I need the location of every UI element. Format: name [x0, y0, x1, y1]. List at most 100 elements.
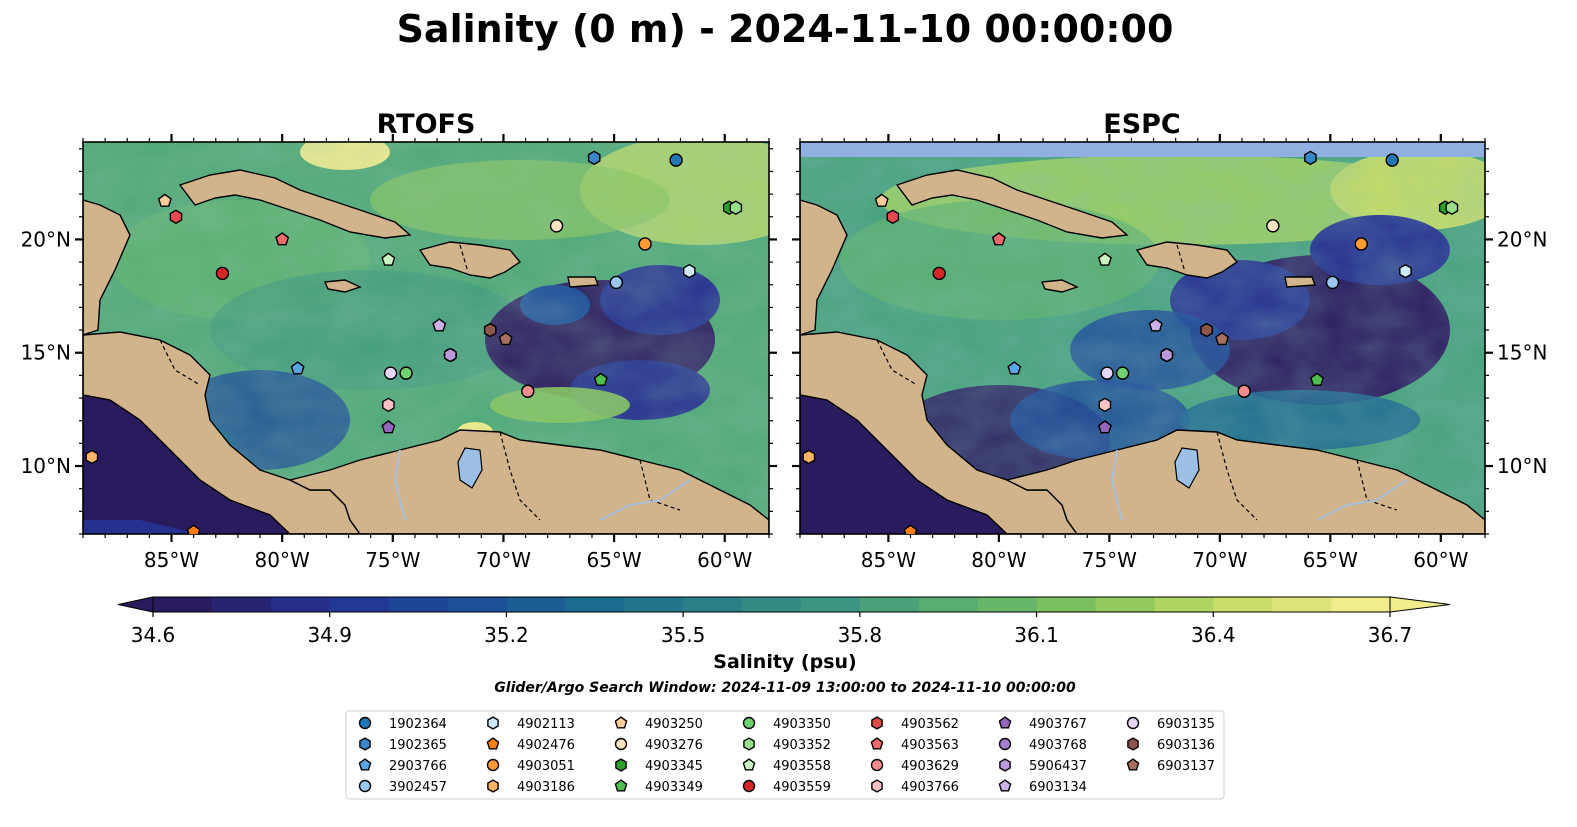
colorbar-block	[742, 597, 802, 612]
legend-item-1902365: 1902365	[359, 737, 447, 753]
legend-marker-hexagon-icon	[743, 737, 755, 751]
float-4903349-marker	[593, 372, 608, 386]
legend: 1902364 1902365 2903766 3902457 4902113 49024…	[358, 716, 1215, 795]
colorbar-tick-label: 35.2	[484, 623, 529, 647]
float-1902365-marker	[1304, 150, 1317, 166]
float-4903767-marker	[1097, 420, 1112, 434]
colorbar-block	[1036, 597, 1097, 612]
legend-label: 3902457	[389, 780, 447, 795]
float-6903136-marker	[483, 322, 497, 338]
legend-item-4903558: 4903558	[742, 758, 831, 774]
float-2903766-marker	[1007, 361, 1022, 375]
legend-item-4903767: 4903767	[998, 716, 1087, 732]
colorbar-block	[624, 597, 684, 612]
colorbar-block	[447, 597, 508, 612]
y-tick-label: 15°N	[21, 341, 71, 365]
colorbar-block	[977, 597, 1038, 612]
colorbar-block	[329, 597, 390, 612]
legend-item-6903136: 6903136	[1127, 737, 1215, 753]
legend-label: 4903563	[901, 738, 959, 753]
no-data-fill-rtofs	[83, 395, 290, 534]
legend-label: 5906437	[1029, 759, 1087, 774]
legend-item-6903134: 6903134	[998, 779, 1087, 795]
legend-item-4903766: 4903766	[871, 779, 959, 795]
colorbar-block	[1213, 597, 1273, 612]
float-4903051-marker	[1354, 237, 1368, 251]
legend-marker-circle-icon	[742, 779, 756, 793]
legend-marker-hexagon-icon	[487, 716, 499, 730]
axis-ticks-espc: 85°W 80°W 75°W 70°W 65°W 60°W 10°N 15°N 20°N	[792, 134, 1547, 572]
colorbar-block	[270, 597, 331, 612]
legend-label: 4903352	[773, 738, 831, 753]
legend-marker-pentagon-icon	[358, 758, 372, 771]
x-tick-label: 70°W	[476, 548, 531, 572]
float-4903276-marker	[1266, 219, 1280, 233]
panel-title-rtofs: RTOFS	[377, 109, 476, 140]
float-4903350-marker	[399, 366, 413, 380]
legend-marker-circle-icon	[614, 737, 628, 751]
float-4902113-marker	[683, 263, 696, 279]
float-markers-rtofs	[85, 150, 743, 534]
search-window-subtitle: Glider/Argo Search Window: 2024-11-09 13…	[494, 680, 1076, 696]
float-6903135-marker	[1100, 366, 1114, 380]
colorbar-ticks: 34.6 34.9 35.2 35.5 35.8 36.1 36.4 36.7	[131, 612, 1413, 647]
float-4903563-marker	[275, 232, 290, 246]
legend-label: 1902364	[389, 717, 447, 732]
float-4903563-marker	[991, 232, 1006, 246]
y-tick-label: 20°N	[1497, 227, 1547, 251]
colorbar-block	[1154, 597, 1214, 612]
legend-label: 1902365	[389, 738, 447, 753]
colorbar-tick-label: 36.7	[1368, 623, 1413, 647]
colorbar-block	[153, 597, 213, 612]
legend-marker-circle-icon	[998, 737, 1012, 751]
legend-label: 4903766	[901, 780, 959, 795]
colorbar-tick-label: 34.9	[307, 623, 352, 647]
colorbar-tick-label: 35.8	[838, 623, 883, 647]
legend-label: 4903768	[1029, 738, 1087, 753]
float-6903134-marker	[432, 318, 447, 332]
float-4903629-marker	[1237, 384, 1251, 398]
colorbar-tick-label: 36.1	[1014, 623, 1059, 647]
y-tick-label: 10°N	[21, 454, 71, 478]
colorbar-block	[683, 597, 743, 612]
colorbar-block	[506, 597, 566, 612]
legend-item-6903135: 6903135	[1126, 716, 1215, 732]
legend-item-3902457: 3902457	[358, 779, 447, 795]
colorbar-block	[1331, 597, 1391, 612]
float-6903135-marker	[383, 366, 398, 380]
float-4902476-marker	[186, 524, 201, 534]
legend-marker-circle-icon	[870, 758, 884, 772]
float-5906437-marker	[1160, 347, 1174, 363]
legend-label: 6903134	[1029, 780, 1087, 795]
lake-espc	[1174, 447, 1200, 489]
colorbar-block	[1095, 597, 1155, 612]
legend-marker-circle-icon	[742, 716, 756, 730]
legend-label: 4902113	[517, 717, 575, 732]
legend-marker-pentagon-icon	[742, 758, 756, 771]
colorbar-block	[211, 597, 272, 612]
legend-marker-hexagon-icon	[615, 758, 627, 772]
legend-item-4903563: 4903563	[870, 737, 959, 753]
legend-marker-pentagon-icon	[614, 779, 628, 792]
float-6903137-marker	[498, 331, 513, 346]
legend-label: 4903349	[645, 780, 703, 795]
legend-label: 6903136	[1157, 738, 1215, 753]
x-tick-label: 85°W	[861, 548, 916, 572]
legend-marker-pentagon-icon	[870, 737, 884, 750]
legend-label: 4903186	[517, 780, 575, 795]
colorbar-extend-low	[117, 596, 154, 613]
panel-title-espc: ESPC	[1103, 109, 1181, 140]
legend-item-2903766: 2903766	[358, 758, 447, 774]
legend-label: 4903767	[1029, 717, 1087, 732]
legend-label: 4903051	[517, 759, 575, 774]
borders-espc	[876, 244, 1398, 521]
float-1902364-marker	[669, 153, 683, 167]
colorbar-tick-label: 34.6	[131, 623, 176, 647]
float-4903186-marker	[85, 449, 99, 465]
borders-rtofs	[159, 244, 681, 521]
x-tick-label: 65°W	[586, 548, 641, 572]
legend-item-6903137: 6903137	[1126, 758, 1215, 774]
legend-label: 4903350	[773, 717, 831, 732]
legend-label: 4903558	[773, 759, 831, 774]
legend-marker-pentagon-icon	[998, 779, 1012, 792]
